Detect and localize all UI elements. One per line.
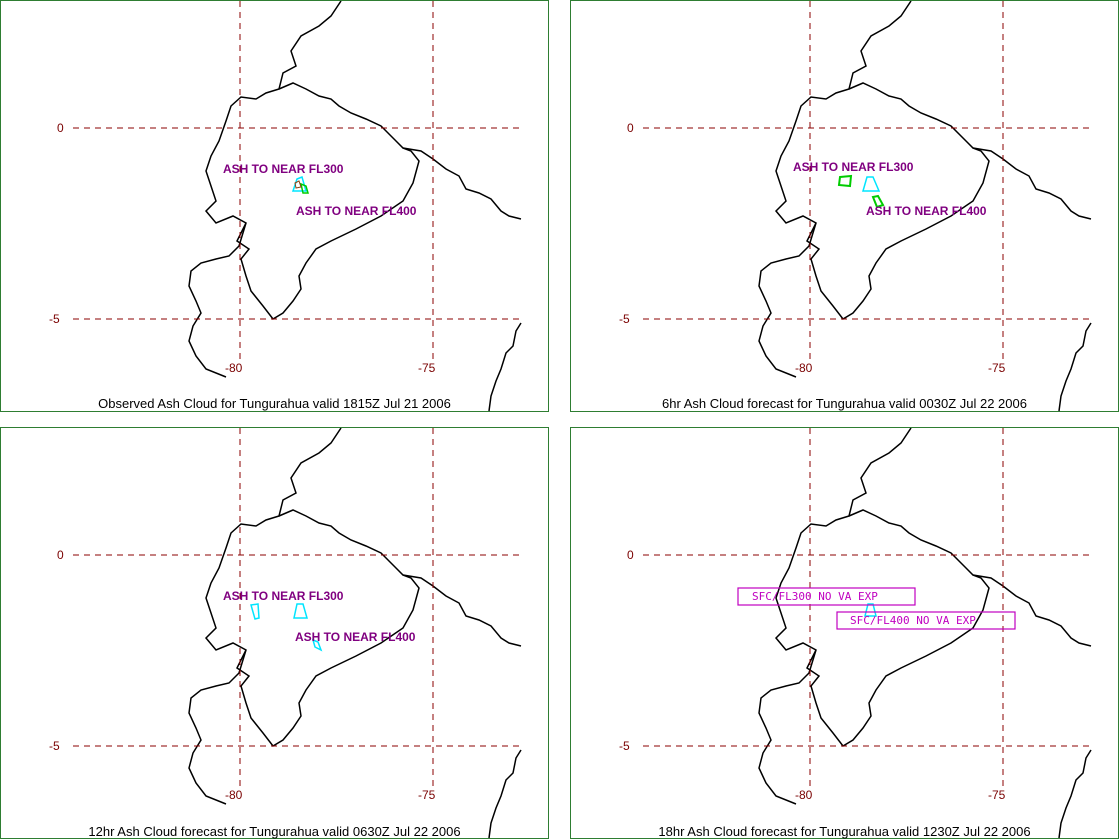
lon-label-minus75: -75 bbox=[418, 788, 436, 802]
ash-cloud-fl300-west bbox=[837, 174, 853, 188]
map-panel-18hr: 0 -5 -80 -75 SFC/FL300 NO VA EXP SFC/FL4… bbox=[570, 427, 1119, 839]
ash-polygons bbox=[291, 175, 309, 194]
ash-cloud-fl400 bbox=[311, 638, 323, 652]
map-canvas: 0 -5 -80 -75 ASH TO NEAR FL300 ASH TO NE… bbox=[49, 1, 522, 412]
lat-label-0: 0 bbox=[627, 121, 634, 135]
no-va-box-fl400: SFC/FL400 NO VA EXP bbox=[836, 611, 1016, 630]
ash-label-fl400: ASH TO NEAR FL400 bbox=[296, 204, 417, 218]
ash-label-fl400: ASH TO NEAR FL400 bbox=[866, 204, 987, 218]
ash-label-fl400: ASH TO NEAR FL400 bbox=[295, 630, 416, 644]
panel-caption: 12hr Ash Cloud forecast for Tungurahua v… bbox=[88, 824, 461, 839]
no-va-box-fl300: SFC/FL300 NO VA EXP bbox=[737, 587, 916, 606]
grid-lines bbox=[73, 428, 521, 788]
lon-label-minus80: -80 bbox=[225, 788, 243, 802]
lon-label-minus75: -75 bbox=[988, 361, 1006, 375]
map-canvas: 0 -5 -80 -75 ASH TO NEAR FL300 ASH TO NE… bbox=[49, 428, 522, 839]
ash-polygons bbox=[837, 174, 885, 209]
map-canvas: 0 -5 -80 -75 SFC/FL300 NO VA EXP SFC/FL4… bbox=[619, 428, 1092, 839]
coastline bbox=[188, 1, 522, 412]
panel-caption: 18hr Ash Cloud forecast for Tungurahua v… bbox=[658, 824, 1031, 839]
lon-label-minus75: -75 bbox=[418, 361, 436, 375]
ash-polygons bbox=[250, 603, 323, 652]
no-va-label-fl400: SFC/FL400 NO VA EXP bbox=[850, 614, 976, 627]
ash-cloud-fl400 bbox=[871, 194, 885, 209]
coastline bbox=[758, 428, 1092, 839]
map-panel-observed: 0 -5 -80 -75 ASH TO NEAR FL300 ASH TO NE… bbox=[0, 0, 549, 412]
ash-cloud-core bbox=[294, 180, 302, 189]
map-panel-6hr: 0 -5 -80 -75 ASH TO NEAR FL300 ASH TO NE… bbox=[570, 0, 1119, 412]
lat-label-minus5: -5 bbox=[49, 312, 60, 326]
map-panel-12hr: 0 -5 -80 -75 ASH TO NEAR FL300 ASH TO NE… bbox=[0, 427, 549, 839]
ash-cloud-fl300 bbox=[291, 175, 307, 192]
ash-label-fl300: ASH TO NEAR FL300 bbox=[223, 589, 344, 603]
ash-label-fl300: ASH TO NEAR FL300 bbox=[223, 162, 344, 176]
no-va-label-fl300: SFC/FL300 NO VA EXP bbox=[752, 590, 878, 603]
grid-lines bbox=[643, 1, 1091, 361]
ash-cloud-fl400 bbox=[299, 182, 309, 194]
lon-label-minus75: -75 bbox=[988, 788, 1006, 802]
ash-cloud-fl300 bbox=[862, 176, 881, 192]
ash-label-fl300: ASH TO NEAR FL300 bbox=[793, 160, 914, 174]
lon-label-minus80: -80 bbox=[225, 361, 243, 375]
lon-label-minus80: -80 bbox=[795, 361, 813, 375]
map-canvas: 0 -5 -80 -75 ASH TO NEAR FL300 ASH TO NE… bbox=[619, 1, 1092, 412]
ash-cloud-fl300 bbox=[293, 603, 308, 619]
coastline bbox=[758, 1, 1092, 412]
lon-label-minus80: -80 bbox=[795, 788, 813, 802]
grid-lines bbox=[73, 1, 521, 361]
coastline bbox=[188, 428, 522, 839]
lat-label-minus5: -5 bbox=[619, 739, 630, 753]
lat-label-0: 0 bbox=[627, 548, 634, 562]
lat-label-0: 0 bbox=[57, 121, 64, 135]
lat-label-0: 0 bbox=[57, 548, 64, 562]
grid-lines bbox=[643, 428, 1091, 788]
panel-caption: 6hr Ash Cloud forecast for Tungurahua va… bbox=[662, 396, 1027, 411]
ash-cloud-west bbox=[250, 603, 260, 620]
panel-caption: Observed Ash Cloud for Tungurahua valid … bbox=[98, 396, 451, 411]
lat-label-minus5: -5 bbox=[619, 312, 630, 326]
lat-label-minus5: -5 bbox=[49, 739, 60, 753]
